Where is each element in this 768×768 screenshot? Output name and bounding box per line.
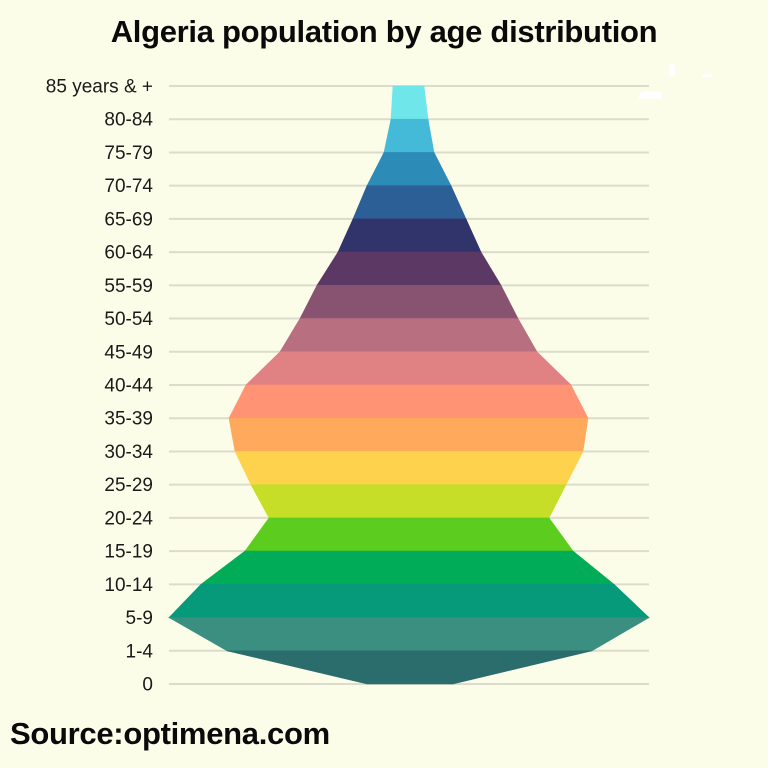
decorative-artifact (639, 92, 661, 99)
pyramid-band (316, 251, 502, 286)
pyramid-band (234, 451, 584, 485)
y-axis-label: 60-64 (104, 243, 153, 264)
pyramid-band (250, 484, 567, 519)
y-axis-label: 80-84 (104, 110, 153, 131)
y-axis-label: 40-44 (104, 376, 153, 397)
y-axis-label: 15-19 (104, 542, 153, 563)
pyramid-band (299, 285, 519, 319)
source-credit: Source:optimena.com (10, 716, 330, 751)
y-axis-label: 30-34 (104, 442, 153, 463)
pyramid-band (228, 384, 589, 419)
pyramid-band (168, 584, 650, 618)
pyramid-bands (167, 85, 651, 685)
decorative-artifact (669, 64, 675, 76)
y-axis-label: 0 (142, 675, 153, 696)
y-axis-label: 35-39 (104, 409, 153, 430)
pyramid-band (226, 650, 593, 685)
y-axis-label: 10-14 (104, 575, 153, 596)
pyramid-band (383, 118, 435, 153)
pyramid-band (390, 85, 429, 120)
pyramid-band (337, 218, 482, 253)
pyramid-band (366, 152, 452, 186)
y-axis-label: 1-4 (126, 641, 154, 662)
pyramid-band (352, 185, 467, 220)
y-axis-label: 5-9 (126, 608, 153, 629)
pyramid-band (167, 617, 651, 652)
pyramid-band (228, 417, 589, 452)
y-axis-label: 50-54 (104, 309, 153, 330)
y-axis-label: 25-29 (104, 475, 153, 496)
y-axis-label: 55-59 (104, 276, 153, 297)
y-axis-label: 75-79 (104, 143, 153, 164)
y-axis-label: 45-49 (104, 342, 153, 363)
y-axis-label: 70-74 (104, 176, 153, 197)
y-axis-label: 65-69 (104, 209, 153, 230)
y-axis-labels: 85 years & + 80-84 75-79 70-74 65-69 60-64 55-… (46, 77, 154, 696)
pyramid-band (279, 318, 538, 353)
pyramid-band (200, 550, 615, 585)
decorative-artifact (702, 74, 712, 77)
y-axis-label: 20-24 (104, 508, 153, 529)
y-axis-label: 85 years & + (46, 77, 153, 98)
pyramid-band (245, 351, 572, 386)
chart-title: Algeria population by age distribution (110, 14, 658, 49)
pyramid-band (244, 517, 574, 552)
